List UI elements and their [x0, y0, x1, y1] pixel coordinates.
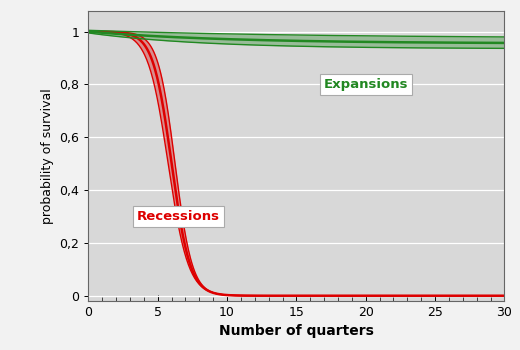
Y-axis label: probability of survival: probability of survival	[41, 88, 54, 224]
Text: Expansions: Expansions	[323, 78, 408, 91]
Text: Recessions: Recessions	[137, 210, 220, 223]
X-axis label: Number of quarters: Number of quarters	[219, 324, 374, 338]
